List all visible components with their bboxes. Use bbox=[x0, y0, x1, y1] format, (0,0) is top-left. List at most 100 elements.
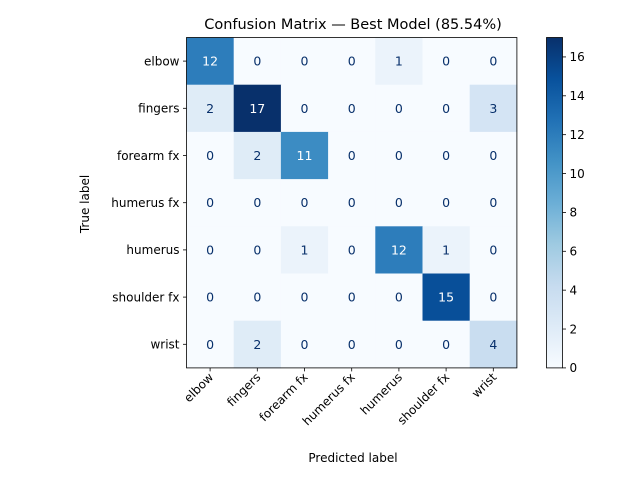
x-tick-label: fingers bbox=[224, 370, 263, 409]
cell-value: 0 bbox=[206, 148, 214, 163]
cell-value: 0 bbox=[489, 290, 497, 305]
cell-value: 0 bbox=[489, 242, 497, 257]
matrix-cell bbox=[186, 226, 235, 274]
matrix-cell bbox=[328, 179, 376, 227]
matrix-cell bbox=[422, 226, 471, 274]
cell-value: 0 bbox=[206, 290, 214, 305]
cell-value: 0 bbox=[206, 195, 214, 210]
x-axis-label: Predicted label bbox=[308, 451, 397, 465]
y-tick-label: wrist bbox=[150, 338, 179, 352]
matrix-cell bbox=[280, 273, 329, 322]
y-tick-label: fingers bbox=[138, 102, 179, 116]
cell-value: 1 bbox=[395, 54, 403, 69]
y-tick-label: humerus bbox=[126, 243, 179, 257]
cell-value: 0 bbox=[395, 148, 403, 163]
matrix-cell bbox=[422, 84, 471, 133]
x-tick-label: wrist bbox=[469, 370, 500, 401]
chart-title: Confusion Matrix — Best Model (85.54%) bbox=[204, 17, 502, 33]
cell-value: 1 bbox=[442, 242, 450, 257]
matrix-cell bbox=[375, 273, 423, 322]
matrix-cell bbox=[233, 226, 282, 274]
matrix-cell bbox=[422, 131, 471, 180]
matrix-cell bbox=[233, 84, 282, 133]
cell-value: 0 bbox=[442, 195, 450, 210]
colorbar-tick-label: 0 bbox=[570, 361, 578, 375]
cell-value: 12 bbox=[391, 242, 407, 257]
cell-value: 0 bbox=[395, 337, 403, 352]
colorbar-tick-label: 12 bbox=[570, 128, 585, 142]
cell-value: 2 bbox=[253, 337, 261, 352]
matrix-cell bbox=[233, 179, 282, 227]
x-tick-label: humerus bbox=[358, 370, 405, 417]
cell-value: 0 bbox=[301, 54, 309, 69]
cell-value: 11 bbox=[297, 148, 313, 163]
matrix-cell bbox=[186, 179, 235, 227]
cell-value: 0 bbox=[348, 54, 356, 69]
matrix-cell bbox=[280, 179, 329, 227]
matrix-cell bbox=[469, 226, 518, 274]
matrix-cell bbox=[233, 37, 282, 86]
matrix-cell bbox=[375, 226, 423, 274]
matrix-cells: 12 0 0 0 1 0 0 2 17 0 0 0 0 3 0 2 11 0 0 0 0 0 0 0 0 0 0 0 0 0 1 0 12 1 0 0… bbox=[186, 37, 518, 369]
cell-value: 0 bbox=[301, 290, 309, 305]
cell-value: 4 bbox=[489, 337, 497, 352]
matrix-cell bbox=[328, 84, 376, 133]
cell-value: 0 bbox=[348, 290, 356, 305]
cell-value: 0 bbox=[253, 242, 261, 257]
cell-value: 0 bbox=[348, 101, 356, 116]
cell-value: 0 bbox=[395, 101, 403, 116]
cell-value: 0 bbox=[442, 148, 450, 163]
matrix-cell bbox=[422, 320, 471, 369]
colorbar-tick-label: 16 bbox=[570, 50, 585, 64]
y-tick-label: humerus fx bbox=[111, 196, 179, 210]
cell-value: 17 bbox=[249, 101, 265, 116]
colorbar-gradient bbox=[546, 37, 563, 369]
cell-value: 2 bbox=[206, 101, 214, 116]
y-tick-label: elbow bbox=[144, 54, 180, 68]
matrix-cell bbox=[375, 320, 423, 369]
cell-value: 0 bbox=[489, 148, 497, 163]
matrix-cell bbox=[422, 37, 471, 86]
matrix-cell bbox=[233, 320, 282, 369]
colorbar-tick-label: 6 bbox=[570, 245, 578, 259]
cell-value: 0 bbox=[442, 101, 450, 116]
matrix-cell bbox=[375, 179, 423, 227]
matrix-cell bbox=[280, 37, 329, 86]
cell-value: 15 bbox=[438, 290, 454, 305]
matrix-cell bbox=[375, 84, 423, 133]
matrix-cell bbox=[375, 131, 423, 180]
matrix-cell bbox=[469, 84, 518, 133]
y-axis-ticks: elbow fingers forearm fx humerus fx humerus s… bbox=[111, 54, 187, 352]
matrix-cell bbox=[280, 226, 329, 274]
cell-value: 0 bbox=[442, 337, 450, 352]
cell-value: 0 bbox=[253, 195, 261, 210]
matrix-cell bbox=[186, 84, 235, 133]
matrix-cell bbox=[280, 131, 329, 180]
cell-value: 0 bbox=[348, 242, 356, 257]
cell-value: 2 bbox=[253, 148, 261, 163]
matrix-cell bbox=[186, 131, 235, 180]
matrix-cell bbox=[328, 273, 376, 322]
matrix-cell bbox=[186, 320, 235, 369]
cell-value: 0 bbox=[348, 337, 356, 352]
matrix-cell bbox=[469, 320, 518, 369]
matrix-cell bbox=[375, 37, 423, 86]
y-tick-label: shoulder fx bbox=[112, 290, 179, 304]
cell-value: 0 bbox=[301, 337, 309, 352]
cell-value: 0 bbox=[395, 195, 403, 210]
matrix-cell bbox=[469, 179, 518, 227]
cell-value: 0 bbox=[301, 195, 309, 210]
cell-value: 0 bbox=[348, 195, 356, 210]
cell-value: 0 bbox=[395, 290, 403, 305]
cell-value: 0 bbox=[253, 54, 261, 69]
cell-value: 1 bbox=[301, 242, 309, 257]
matrix-cell bbox=[280, 320, 329, 369]
matrix-cell bbox=[280, 84, 329, 133]
matrix-cell bbox=[233, 131, 282, 180]
cell-value: 0 bbox=[348, 148, 356, 163]
matrix-cell bbox=[422, 179, 471, 227]
colorbar-tick-label: 14 bbox=[570, 89, 585, 103]
cell-value: 0 bbox=[489, 195, 497, 210]
